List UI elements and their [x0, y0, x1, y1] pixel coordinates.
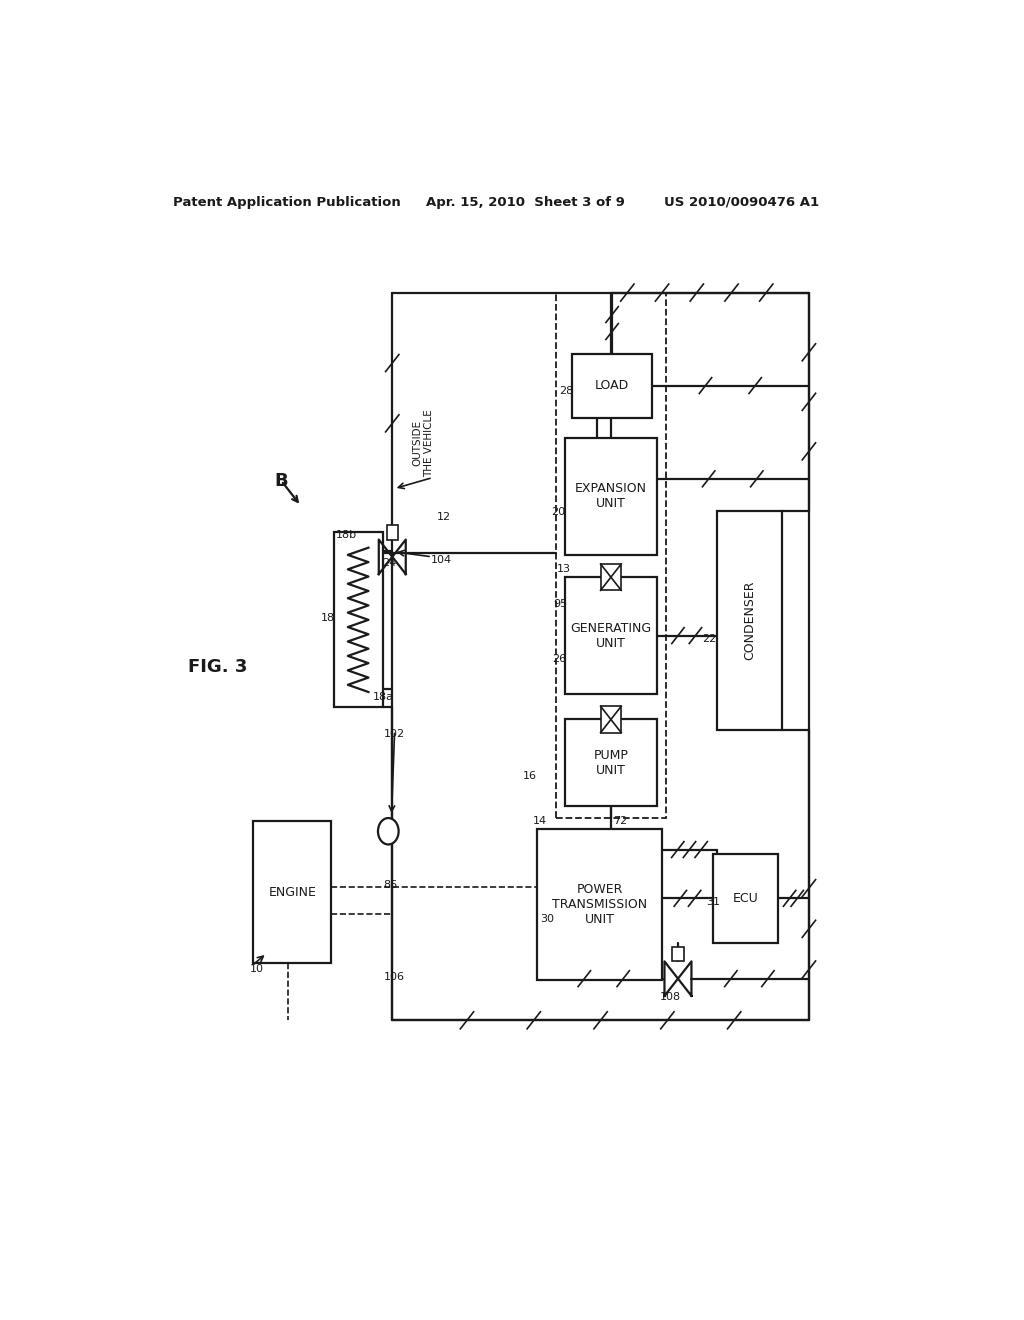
Bar [673, 948, 684, 961]
Bar [717, 511, 782, 730]
Text: 31: 31 [706, 898, 720, 907]
Text: 16: 16 [522, 771, 537, 781]
Text: 106: 106 [384, 972, 404, 982]
Text: 30: 30 [540, 913, 554, 924]
Bar [601, 564, 622, 590]
Bar [556, 293, 666, 818]
Bar [253, 821, 331, 964]
Text: POWER
TRANSMISSION
UNIT: POWER TRANSMISSION UNIT [552, 883, 647, 925]
Text: 28: 28 [559, 387, 573, 396]
Text: 13: 13 [557, 564, 570, 574]
Text: 20: 20 [551, 507, 565, 517]
Text: CONDENSER: CONDENSER [742, 581, 756, 660]
Text: 72: 72 [613, 816, 627, 826]
Bar [565, 719, 656, 805]
Text: US 2010/0090476 A1: US 2010/0090476 A1 [664, 195, 819, 209]
Text: 18a: 18a [373, 692, 393, 702]
Text: 22: 22 [701, 634, 716, 644]
Text: 104: 104 [431, 554, 453, 565]
Text: 102: 102 [384, 729, 404, 739]
Text: LOAD: LOAD [595, 379, 629, 392]
Text: FIG. 3: FIG. 3 [187, 657, 247, 676]
Text: 18: 18 [321, 612, 335, 623]
Text: 86: 86 [384, 880, 397, 890]
Text: 12: 12 [436, 512, 451, 523]
Bar [601, 706, 622, 733]
Text: PUMP
UNIT: PUMP UNIT [594, 748, 629, 776]
Text: 18b: 18b [336, 531, 357, 540]
Text: 26: 26 [552, 655, 566, 664]
Text: 10: 10 [250, 965, 263, 974]
Text: 95: 95 [553, 598, 567, 609]
Text: 108: 108 [659, 991, 681, 1002]
Bar [334, 532, 383, 708]
Text: ECU: ECU [732, 892, 759, 904]
Circle shape [378, 818, 398, 845]
Bar [572, 354, 652, 417]
Text: 24: 24 [382, 558, 396, 568]
Text: OUTSIDE
THE VEHICLE: OUTSIDE THE VEHICLE [413, 409, 434, 477]
Text: Patent Application Publication: Patent Application Publication [173, 195, 401, 209]
Bar [565, 577, 656, 694]
Bar [713, 854, 778, 942]
Text: ENGINE: ENGINE [268, 886, 316, 899]
Text: 14: 14 [532, 816, 547, 826]
Bar [565, 438, 656, 554]
Text: EXPANSION
UNIT: EXPANSION UNIT [574, 482, 647, 511]
Bar [538, 829, 663, 979]
Text: B: B [274, 471, 288, 490]
Text: Apr. 15, 2010  Sheet 3 of 9: Apr. 15, 2010 Sheet 3 of 9 [426, 195, 625, 209]
Bar [387, 525, 398, 540]
Text: GENERATING
UNIT: GENERATING UNIT [570, 622, 651, 649]
